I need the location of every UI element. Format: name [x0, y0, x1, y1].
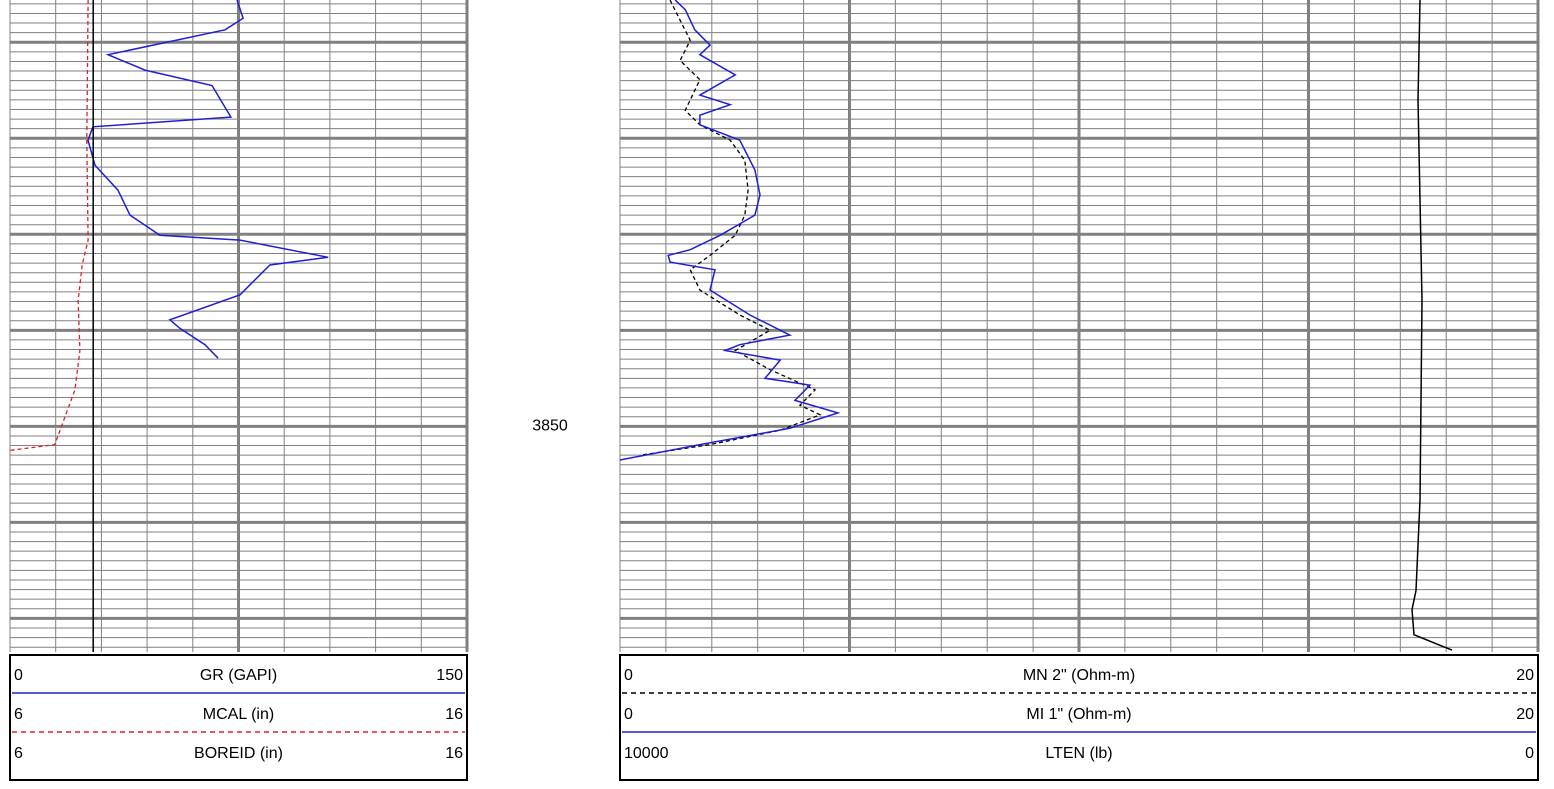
legend-max: 20: [1516, 706, 1534, 723]
curve: [1411, 0, 1453, 651]
legend-min: 0: [624, 706, 633, 723]
legend-min: 10000: [624, 745, 669, 762]
legend-min: 6: [14, 706, 23, 723]
legend-label: LTEN (lb): [1045, 745, 1112, 762]
legend-max: 16: [445, 745, 463, 762]
curve: [10, 0, 89, 452]
legend-label: GR (GAPI): [200, 667, 277, 684]
legend-box: [9, 654, 468, 781]
legend-min: 0: [14, 667, 23, 684]
curve: [620, 0, 841, 461]
legend-label: MN 2" (Ohm-m): [1023, 667, 1135, 684]
legend-max: 150: [436, 667, 463, 684]
legend-label: BOREID (in): [194, 745, 283, 762]
legend: 0 MN 2" (Ohm-m) 20 0 MI 1" (Ohm-m) 20 10000 LTE…: [619, 654, 1539, 781]
track: [9, 0, 469, 652]
legend-max: 20: [1516, 667, 1534, 684]
legend-min: 0: [624, 667, 633, 684]
legend-box: [619, 654, 1539, 781]
legend-max: 0: [1525, 745, 1534, 762]
legend-max: 16: [445, 706, 463, 723]
track: [619, 0, 1540, 652]
curve: [640, 0, 822, 456]
legend-label: MI 1" (Ohm-m): [1026, 706, 1131, 723]
curve: [87, 0, 329, 359]
depth-label: 3850: [532, 418, 568, 435]
legend-min: 6: [14, 745, 23, 762]
legend: 0 GR (GAPI) 150 6 MCAL (in) 16 6 BOREID (in) 16: [9, 654, 468, 781]
legend-label: MCAL (in): [203, 706, 274, 723]
